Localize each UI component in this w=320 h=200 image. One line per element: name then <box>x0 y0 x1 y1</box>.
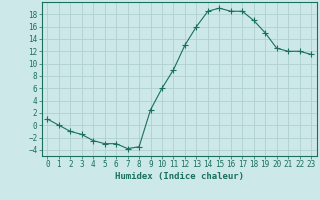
X-axis label: Humidex (Indice chaleur): Humidex (Indice chaleur) <box>115 172 244 181</box>
